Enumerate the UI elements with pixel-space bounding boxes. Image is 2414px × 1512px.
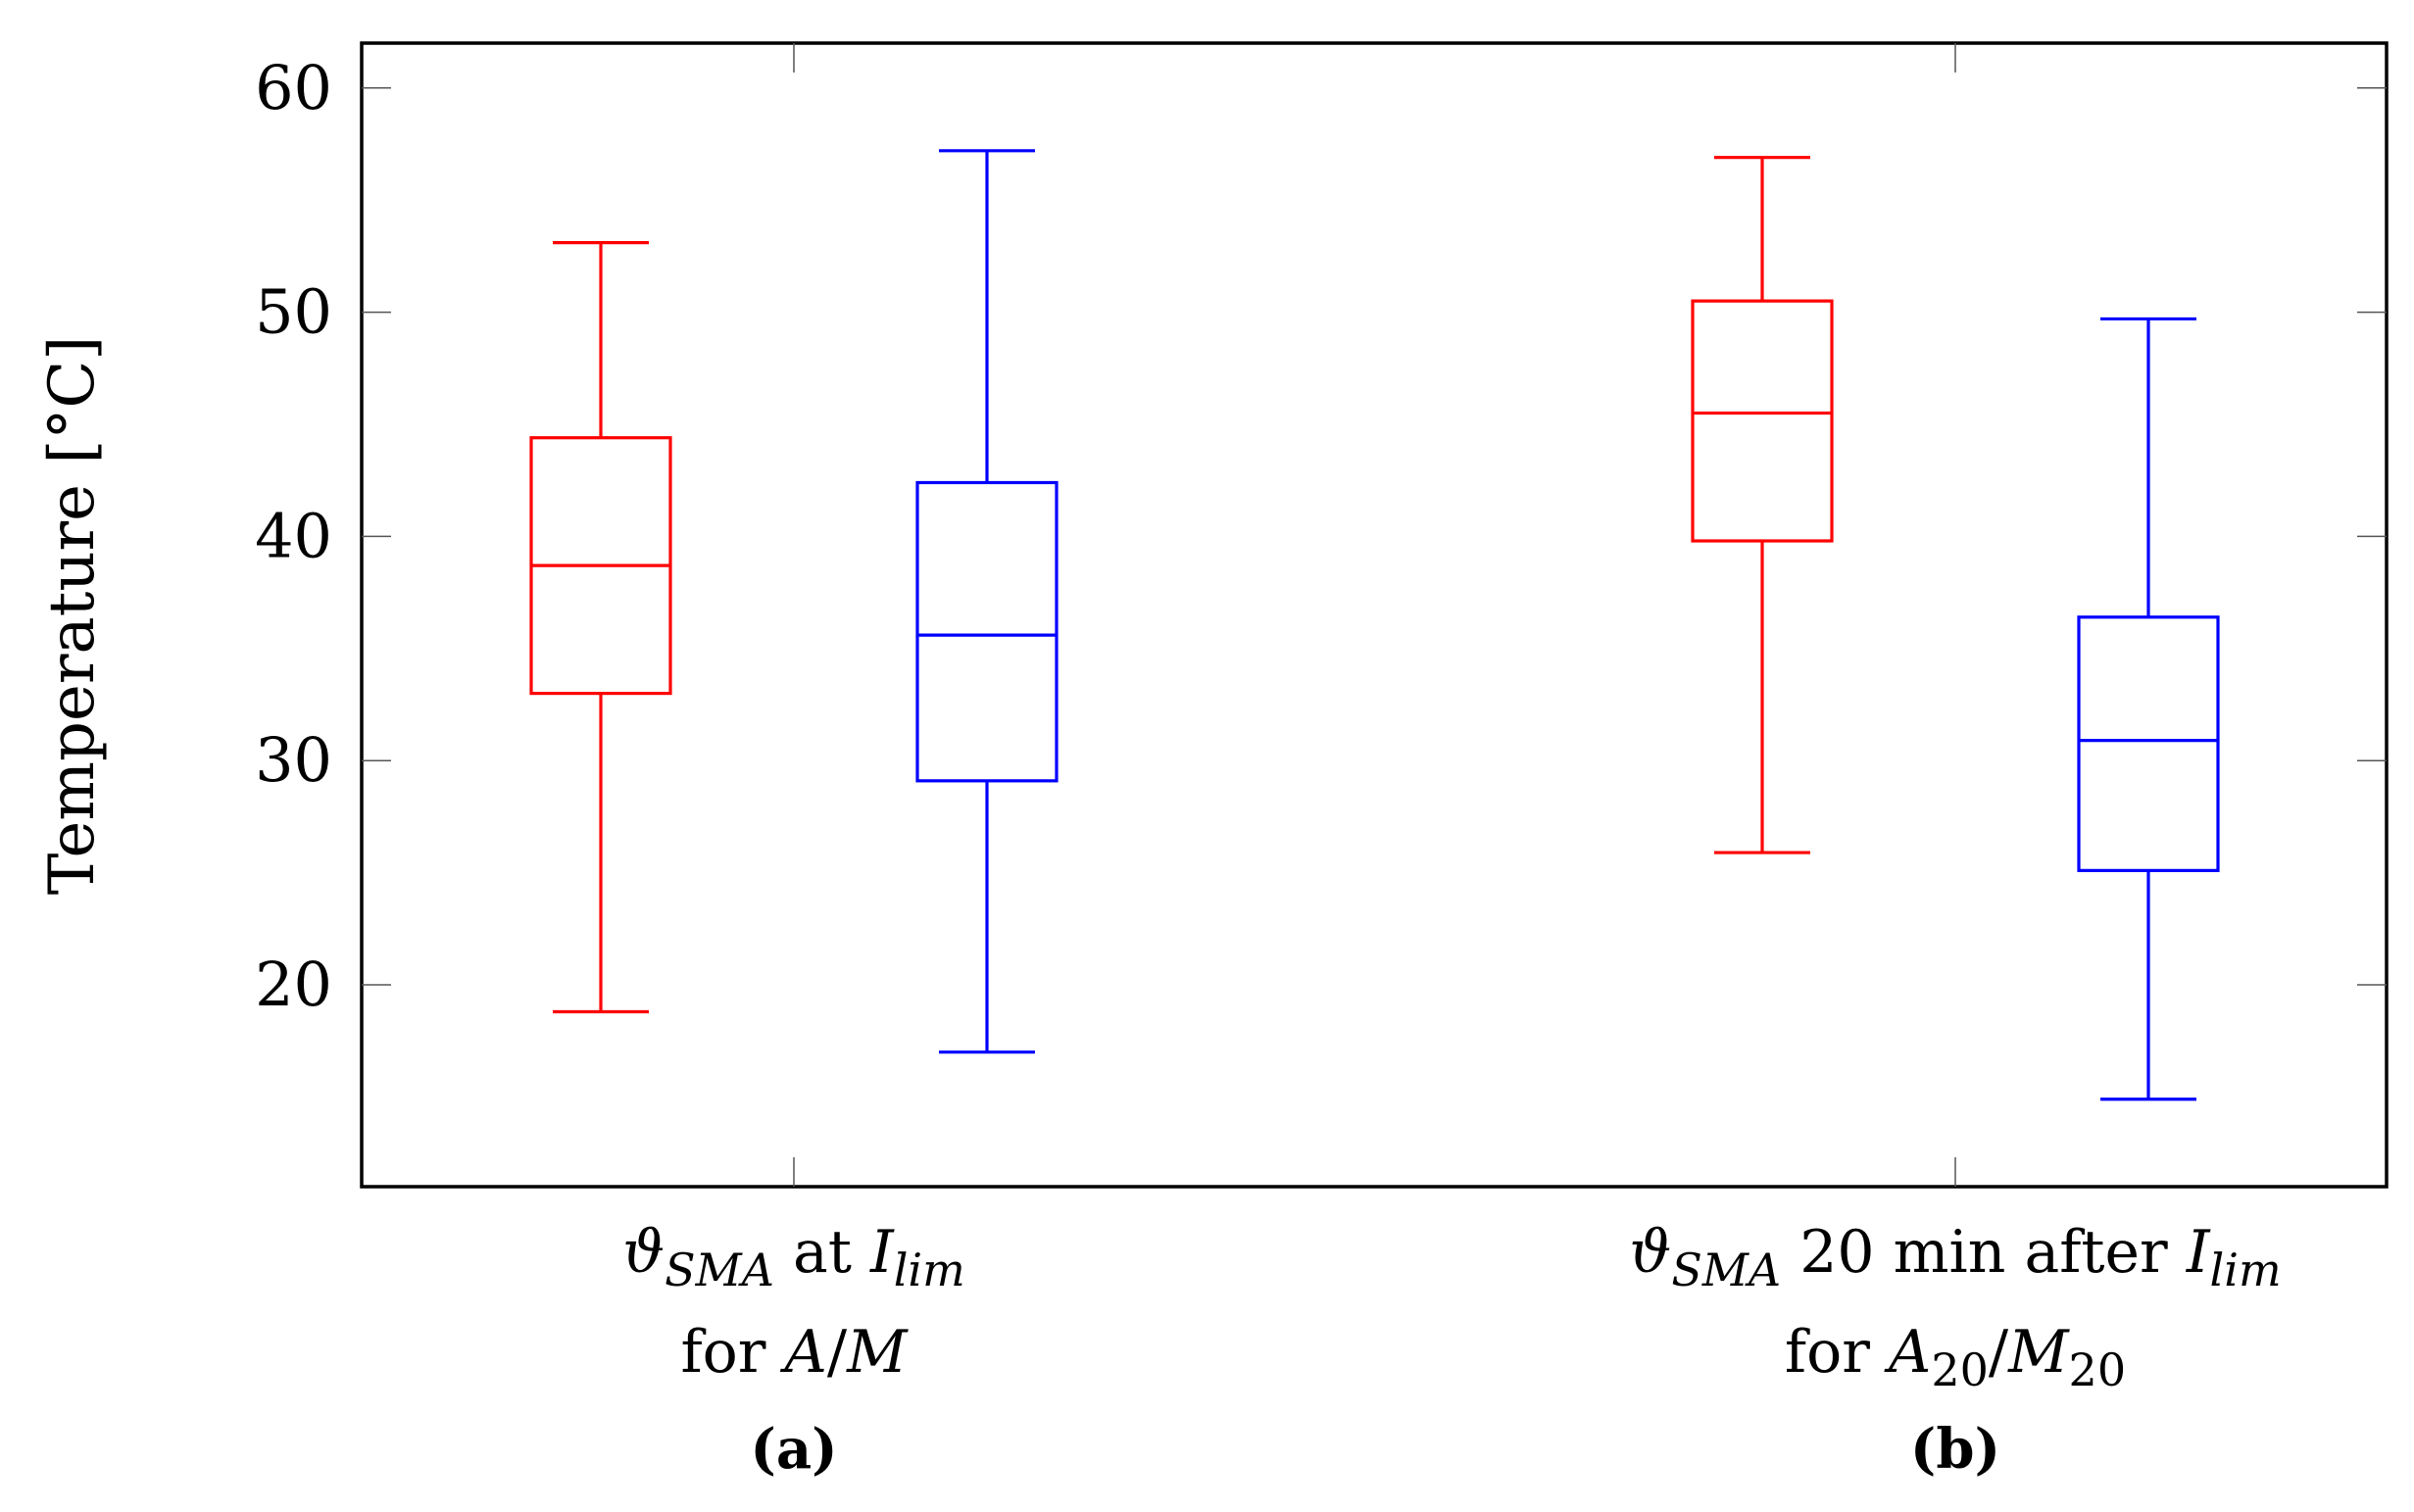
box-3	[1691, 156, 1834, 854]
variable-m: M	[2007, 1318, 2070, 1387]
box-2	[915, 149, 1059, 1054]
variable-a: A	[780, 1318, 827, 1387]
y-tick-label: 50	[255, 276, 332, 348]
label-text: for	[1785, 1318, 1889, 1387]
theta-symbol: ϑ	[1629, 1218, 1671, 1287]
y-axis-title: Temperature [°C]	[36, 336, 109, 896]
y-tick-label: 60	[255, 52, 332, 123]
theta-symbol: ϑ	[622, 1218, 665, 1287]
y-tick-label: 30	[255, 724, 332, 796]
subscript-lim: lim	[2210, 1244, 2282, 1296]
boxes-layer	[529, 149, 2220, 1101]
subfigure-label: (b)	[1910, 1417, 2000, 1482]
subfigure-label: (a)	[750, 1417, 837, 1482]
subscript-sma: SMA	[1671, 1244, 1781, 1296]
subscript-lim: lim	[894, 1244, 965, 1296]
subscript-20: 20	[1931, 1343, 1989, 1396]
subscript-20: 20	[2069, 1343, 2127, 1396]
current-symbol: I	[2186, 1218, 2211, 1287]
current-symbol: I	[869, 1218, 895, 1287]
label-text: 20 min after	[1781, 1218, 2187, 1287]
subscript-sma: SMA	[665, 1244, 774, 1296]
ticks-layer: 20 30 40 50 60	[255, 43, 2387, 1187]
label-text: at	[774, 1218, 870, 1287]
y-tick-label: 20	[255, 949, 332, 1020]
interquartile-box	[915, 480, 1059, 783]
separator: /	[1989, 1318, 2009, 1387]
category-label-line1: ϑSMA 20 min after Ilim	[1629, 1218, 2281, 1296]
variable-m: M	[846, 1318, 909, 1387]
category-label-line1: ϑSMA at Ilim	[622, 1218, 965, 1296]
box-1	[529, 241, 672, 1014]
y-tick-label: 40	[255, 500, 332, 571]
label-text: for	[680, 1318, 784, 1387]
category-label-line2: for A20/M20	[1785, 1318, 2126, 1396]
box-4	[2077, 317, 2220, 1101]
separator: /	[827, 1318, 848, 1387]
interquartile-box	[1691, 299, 1834, 543]
plot-frame	[360, 41, 2389, 1189]
category-label-line2: for A/M	[680, 1318, 909, 1387]
variable-a: A	[1884, 1318, 1931, 1387]
interquartile-box	[2077, 615, 2220, 872]
